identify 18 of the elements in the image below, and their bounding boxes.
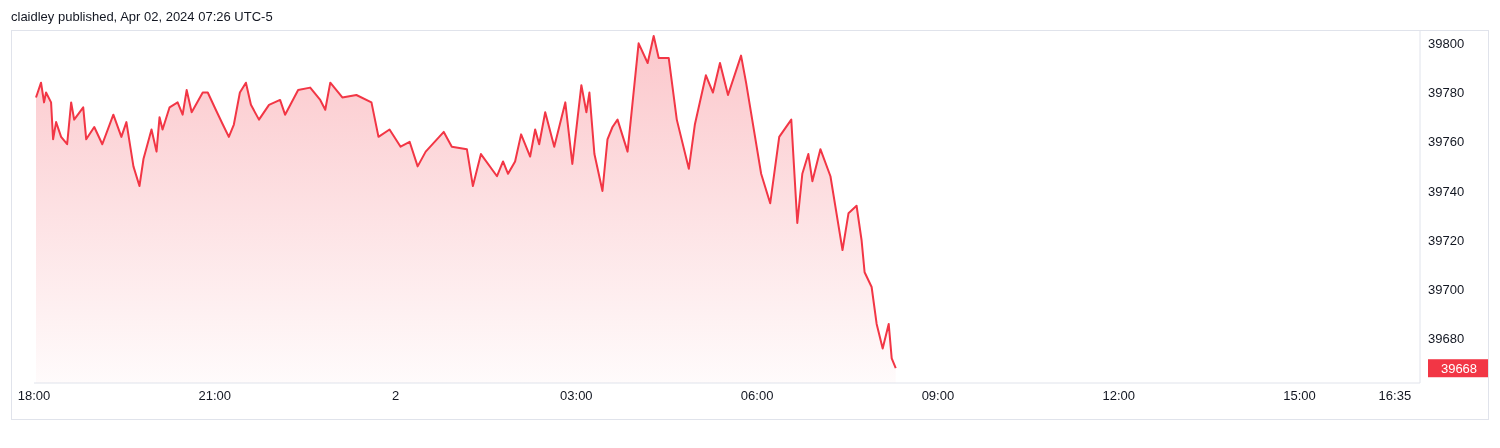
- x-tick-label: 21:00: [198, 388, 232, 404]
- y-tick-label: 39740: [1428, 183, 1465, 199]
- x-tick-label: 06:00: [740, 388, 774, 404]
- y-tick-label: 39700: [1428, 282, 1465, 298]
- x-tick-label: 15:00: [1283, 388, 1316, 404]
- x-tick-label: 03:00: [560, 388, 593, 404]
- y-tick-label: 39720: [1428, 232, 1465, 248]
- x-tick-label: 16:35: [1378, 388, 1412, 404]
- x-tick-label: 09:00: [921, 388, 955, 404]
- x-tick-label: 12:00: [1102, 388, 1135, 404]
- y-tick-label: 39760: [1428, 134, 1465, 150]
- y-tick-label: 39780: [1428, 85, 1465, 101]
- y-tick-label: 39800: [1428, 35, 1465, 51]
- x-tick-label: 18:00: [17, 388, 51, 404]
- text: 39668: [1440, 361, 1478, 377]
- chart-title: claidley published, Apr 02, 2024 07:26 UTC-5: [10, 8, 274, 26]
- y-tick-label: 39680: [1428, 331, 1465, 347]
- x-tick-label: 2: [391, 388, 400, 404]
